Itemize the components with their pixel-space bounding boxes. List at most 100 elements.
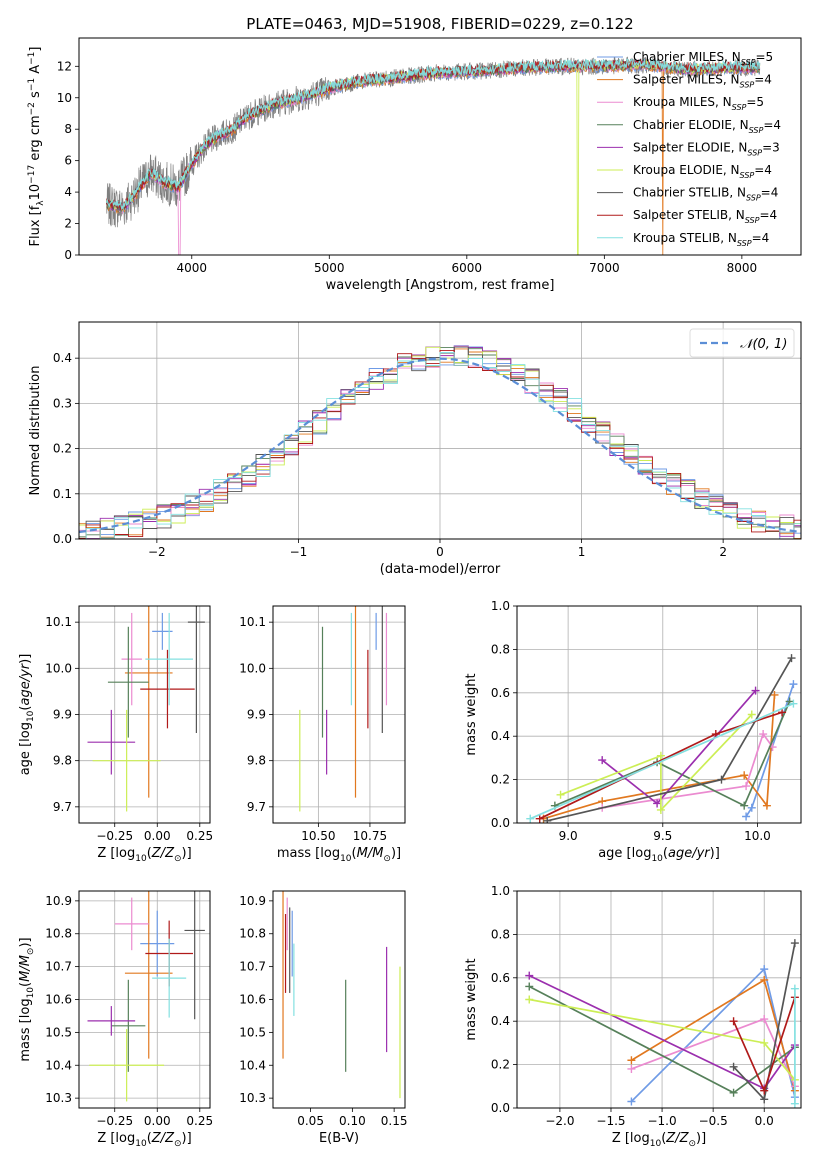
y-tick-label: 0.0 xyxy=(491,1101,510,1115)
y-tick-label: 0.2 xyxy=(491,773,510,787)
y-tick-label: 0 xyxy=(64,248,72,262)
y-tick-label: 10.8 xyxy=(239,927,266,941)
spectrum-legend: Chabrier MILES, NSSP=5 Salpeter MILES, NS… xyxy=(597,50,781,248)
y-tick-label: 10.7 xyxy=(45,960,72,974)
mass-vs-extinction-panel: 0.05 0.10 0.15 10.3 10.4 10.5 10.6 10.7 10.8 10.9… xyxy=(239,890,407,1146)
error-bars xyxy=(299,606,388,812)
ticks: 10.50 10.75 9.7 9.8 9.9 10.0 10.1 xyxy=(239,615,387,843)
legend-entry: Salpeter MILES, NSSP=4 xyxy=(633,73,772,90)
axes-frame xyxy=(78,321,802,540)
legend-entry: 𝒩(0, 1) xyxy=(740,337,787,352)
model-spectrum-3 xyxy=(106,59,761,255)
plus-marker xyxy=(760,1015,769,1024)
x-tick-label: 0.00 xyxy=(144,1114,171,1128)
plus-marker xyxy=(729,1062,738,1071)
grid xyxy=(273,606,405,823)
normal-reference-curve xyxy=(79,357,801,534)
series-lines xyxy=(526,654,798,823)
x-tick-label: 2 xyxy=(719,545,727,559)
y-tick-label: 9.8 xyxy=(53,754,72,768)
x-tick-label: 0 xyxy=(436,545,444,559)
spectrum-panel: PLATE=0463, MJD=51908, FIBERID=0229, z=0… xyxy=(27,15,802,293)
x-tick-label: −2 xyxy=(148,545,166,559)
plus-marker xyxy=(653,799,662,808)
x-tick-label: 6000 xyxy=(452,261,483,275)
histograms xyxy=(79,345,801,539)
mass-weight-vs-age-panel: 9.0 9.5 10.0 0.0 0.2 0.4 0.6 0.8 1.0 age [log10(a… xyxy=(464,599,802,864)
plus-marker xyxy=(770,690,779,699)
plus-marker xyxy=(742,782,751,791)
y-tick-label: 0.4 xyxy=(53,351,72,365)
plus-marker xyxy=(556,790,565,799)
y-tick-label: 0.1 xyxy=(53,487,72,501)
plus-marker xyxy=(789,699,798,708)
x-tick-label: 10.75 xyxy=(353,829,387,843)
axes-frame xyxy=(516,890,802,1109)
y-tick-label: 10.9 xyxy=(239,894,266,908)
y-tick-label: 10.8 xyxy=(45,927,72,941)
y-tick-label: 0.2 xyxy=(491,1058,510,1072)
x-axis-label: (data-model)/error xyxy=(380,562,501,577)
y-tick-label: 10.6 xyxy=(239,993,266,1007)
y-tick-label: 2 xyxy=(64,217,72,231)
ticks: 4000 5000 6000 7000 8000 0 2 4 6 8 10 12 xyxy=(57,59,757,275)
plus-marker xyxy=(627,1097,636,1106)
y-tick-label: 9.7 xyxy=(247,800,266,814)
plus-marker xyxy=(790,939,799,948)
x-tick-label: 8000 xyxy=(727,261,758,275)
mass-vs-metallicity-panel: −0.25 0.00 0.25 10.3 10.4 10.5 10.6 10.7 10.8 10.… xyxy=(18,890,213,1149)
y-tick-label: 10.4 xyxy=(239,1058,266,1072)
y-tick-label: 0.0 xyxy=(53,532,72,546)
plus-marker xyxy=(751,686,760,695)
mass-weight-vs-metallicity-panel: −2.0 −1.5 −1.0 −0.5 0.0 0.0 0.2 0.4 0.6 0.8 1.0 Z [… xyxy=(464,884,802,1149)
y-tick-label: 10.5 xyxy=(45,1025,72,1039)
y-tick-label: 0.6 xyxy=(491,686,510,700)
y-tick-label: 9.9 xyxy=(53,708,72,722)
axes-frame xyxy=(272,890,406,1109)
plus-marker xyxy=(747,803,756,812)
plus-marker xyxy=(760,975,769,984)
y-tick-label: 0.8 xyxy=(491,642,510,656)
x-tick-label: 10.50 xyxy=(301,829,335,843)
plus-marker xyxy=(526,814,535,823)
legend-box xyxy=(689,328,795,358)
legend-entry: Salpeter ELODIE, NSSP=3 xyxy=(633,140,780,157)
y-tick-label: 0.6 xyxy=(491,971,510,985)
ticks: −0.25 0.00 0.25 10.3 10.4 10.5 10.6 10.7 10.8 10.… xyxy=(45,894,213,1128)
x-tick-label: −2.0 xyxy=(545,1114,574,1128)
x-axis-label: age [log10(age/yr)] xyxy=(598,846,720,864)
y-tick-label: 10 xyxy=(57,91,72,105)
y-tick-label: 9.8 xyxy=(247,754,266,768)
y-axis-label: mass [log10(M/M⊙)] xyxy=(18,937,36,1061)
age-vs-mass-panel: 10.50 10.75 9.7 9.8 9.9 10.0 10.1 mass [log10(M… xyxy=(239,605,406,864)
model-spectrum-9 xyxy=(105,57,761,211)
y-tick-label: 10.9 xyxy=(45,894,72,908)
plus-marker xyxy=(760,1038,769,1047)
legend-entry: Kroupa MILES, NSSP=5 xyxy=(633,95,764,112)
spectrum-title: PLATE=0463, MJD=51908, FIBERID=0229, z=0… xyxy=(246,15,633,33)
plus-marker xyxy=(759,730,768,739)
x-tick-label: 9.0 xyxy=(559,829,578,843)
plus-marker xyxy=(747,710,756,719)
y-tick-label: 10.7 xyxy=(239,960,266,974)
y-tick-label: 10.4 xyxy=(45,1058,72,1072)
y-tick-label: 0.4 xyxy=(491,1014,510,1028)
legend-entry: Chabrier STELIB, NSSP=4 xyxy=(633,186,778,203)
legend-entry: Salpeter STELIB, NSSP=4 xyxy=(633,208,777,225)
legend-entry: Chabrier MILES, NSSP=5 xyxy=(633,50,773,67)
x-tick-label: 0.10 xyxy=(339,1114,366,1128)
plus-marker xyxy=(789,680,798,689)
y-tick-label: 10.1 xyxy=(45,615,72,629)
grid xyxy=(79,891,210,1108)
plus-marker xyxy=(598,756,607,765)
plus-marker xyxy=(760,965,769,974)
plus-marker xyxy=(543,816,552,823)
mass-weight-series-6 xyxy=(560,713,753,813)
axes-frame xyxy=(272,605,406,824)
plus-marker xyxy=(656,805,665,814)
x-axis-label: mass [log10(M/M⊙)] xyxy=(277,846,401,864)
grid xyxy=(79,606,210,823)
residual-histogram-panel: −2 −1 0 1 2 0.0 0.1 0.2 0.3 0.4 (data-model)/error… xyxy=(28,321,802,577)
error-bars xyxy=(87,606,205,812)
x-tick-label: 9.5 xyxy=(653,829,672,843)
